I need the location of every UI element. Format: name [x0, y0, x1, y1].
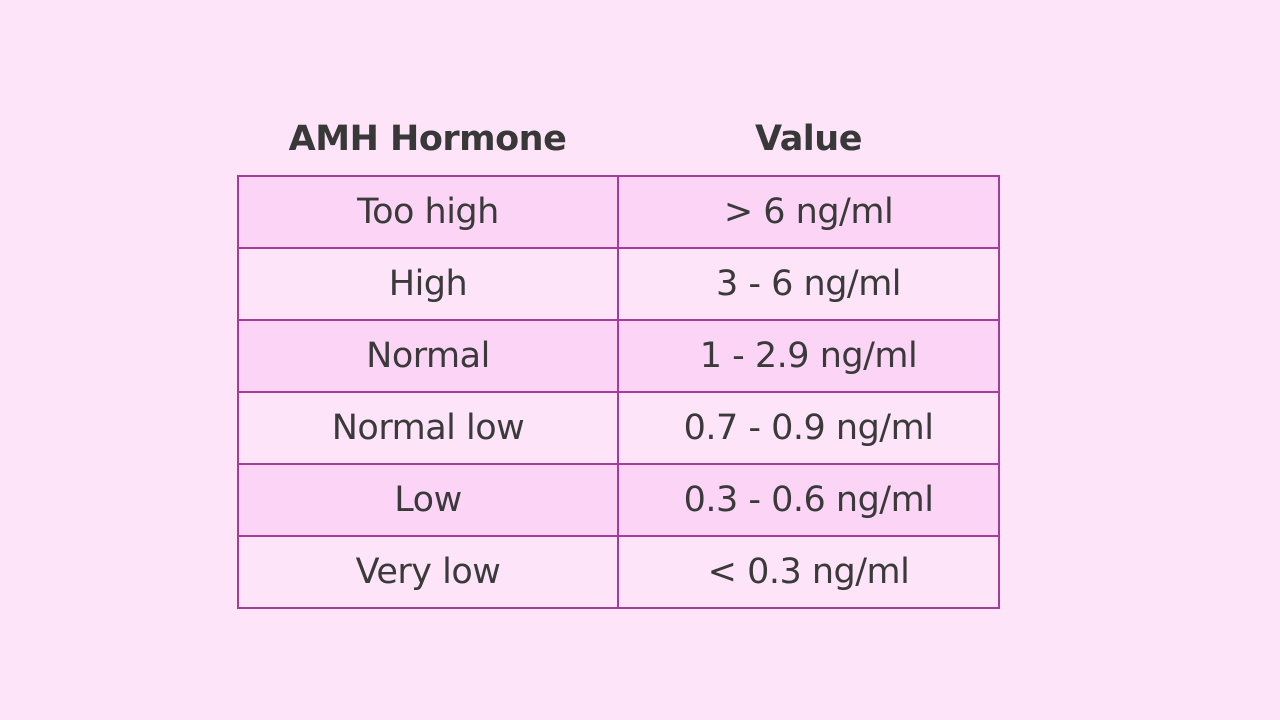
row-label: Normal — [239, 321, 619, 391]
table-row: Too high > 6 ng/ml — [239, 177, 998, 247]
row-value: 1 - 2.9 ng/ml — [699, 336, 918, 376]
row-value: < 0.3 ng/ml — [707, 552, 910, 592]
table-grid: Too high > 6 ng/ml High 3 - 6 ng/ml Norm… — [237, 175, 1000, 609]
row-label: Low — [239, 465, 619, 535]
amh-table: AMH Hormone Value Too high > 6 ng/ml Hig… — [237, 103, 1000, 609]
table-row: Normal low 0.7 - 0.9 ng/ml — [239, 391, 998, 463]
row-value: > 6 ng/ml — [723, 192, 894, 232]
table-row: Low 0.3 - 0.6 ng/ml — [239, 463, 998, 535]
header-value: Value — [755, 119, 862, 159]
table-row: Normal 1 - 2.9 ng/ml — [239, 319, 998, 391]
row-label: Very low — [239, 537, 619, 607]
row-label: High — [239, 249, 619, 319]
row-value: 0.3 - 0.6 ng/ml — [683, 480, 934, 520]
row-value: 0.7 - 0.9 ng/ml — [683, 408, 934, 448]
row-value: 3 - 6 ng/ml — [715, 264, 902, 304]
table-header-row: AMH Hormone Value — [237, 103, 1000, 175]
table-row: High 3 - 6 ng/ml — [239, 247, 998, 319]
row-label: Normal low — [239, 393, 619, 463]
table-row: Very low < 0.3 ng/ml — [239, 535, 998, 607]
header-hormone: AMH Hormone — [288, 119, 567, 159]
row-label: Too high — [239, 177, 619, 247]
